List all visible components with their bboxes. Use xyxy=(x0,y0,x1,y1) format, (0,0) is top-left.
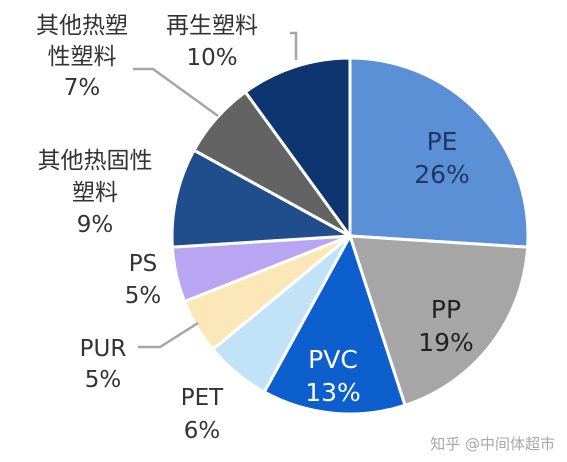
slice-label-2: PVC 13% xyxy=(305,345,361,407)
leader-lines xyxy=(133,31,298,349)
slice-label-line: PUR xyxy=(80,336,127,362)
slice-label-line: 26% xyxy=(414,160,470,189)
slice-label-5: PS 5% xyxy=(125,251,162,309)
slice-label-line: 6% xyxy=(184,418,221,444)
slice-label-line: 9% xyxy=(77,212,114,238)
pie-slice-0 xyxy=(348,56,530,249)
pie-slice-8 xyxy=(243,56,352,238)
slice-label-4: PUR 5% xyxy=(80,336,127,393)
slice-label-line: 再生塑料 xyxy=(166,13,258,39)
slice-labels: PE 26%PP 19%PVC 13%PET 6%PUR 5%PS 5%其他热固性塑料 9%其… xyxy=(36,13,474,444)
slice-label-line: 塑料 xyxy=(72,180,118,206)
slice-label-line: 其他热固性 xyxy=(38,148,153,174)
slice-label-line: PS xyxy=(129,251,157,277)
slice-label-3: PET 6% xyxy=(181,385,224,444)
slice-label-1: PP 19% xyxy=(418,295,474,357)
slice-label-line: 5% xyxy=(85,367,122,393)
slice-label-line: 5% xyxy=(125,283,162,309)
slice-label-line: 性塑料 xyxy=(48,44,117,70)
pie-slice-1 xyxy=(348,234,530,407)
pie-slice-2 xyxy=(262,234,407,416)
slice-label-7: 其他热塑性塑料 7% xyxy=(36,13,128,101)
slice-label-line: 10% xyxy=(186,45,237,71)
slice-label-0: PE 26% xyxy=(414,127,470,189)
leader-line-8 xyxy=(290,31,298,60)
slice-label-line: 7% xyxy=(64,75,101,101)
slice-label-8: 再生塑料 10% xyxy=(166,13,258,71)
leader-line-4 xyxy=(138,321,199,349)
slice-label-line: PE xyxy=(427,127,458,156)
slice-label-line: PP xyxy=(431,295,461,324)
slice-label-6: 其他热固性塑料 9% xyxy=(38,148,153,238)
slice-label-line: 其他热塑 xyxy=(36,13,128,39)
slice-label-line: 13% xyxy=(305,378,361,407)
pie-slice-6 xyxy=(170,148,352,249)
pie-slices xyxy=(170,56,530,416)
leader-line-7 xyxy=(133,67,219,118)
slice-label-line: 19% xyxy=(418,328,474,357)
slice-label-line: PET xyxy=(181,385,224,411)
watermark: 知乎 @中间体超市 xyxy=(430,435,555,453)
slice-label-line: PVC xyxy=(308,345,358,374)
